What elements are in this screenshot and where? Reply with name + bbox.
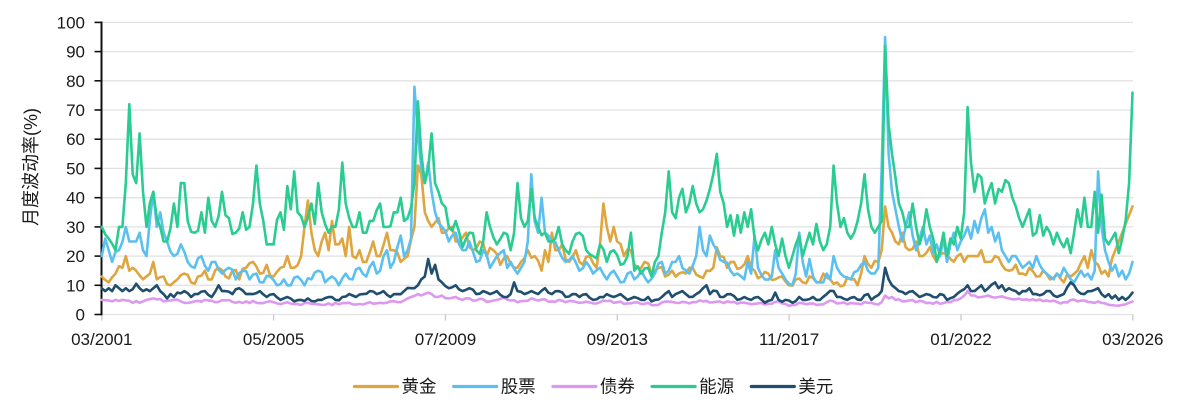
svg-text:0: 0 — [76, 306, 85, 325]
svg-text:03/2026: 03/2026 — [1102, 330, 1163, 349]
svg-text:60: 60 — [66, 130, 85, 149]
svg-text:10: 10 — [66, 276, 85, 295]
svg-text:20: 20 — [66, 247, 85, 266]
svg-text:100: 100 — [57, 13, 85, 32]
svg-text:03/2001: 03/2001 — [71, 330, 132, 349]
svg-text:美元: 美元 — [798, 377, 833, 397]
svg-text:30: 30 — [66, 218, 85, 237]
svg-text:黄金: 黄金 — [402, 377, 437, 397]
svg-text:11/2017: 11/2017 — [759, 330, 819, 349]
svg-text:05/2005: 05/2005 — [243, 330, 304, 349]
svg-text:01/2022: 01/2022 — [930, 330, 991, 349]
svg-text:40: 40 — [66, 189, 85, 208]
svg-text:09/2013: 09/2013 — [587, 330, 648, 349]
svg-text:债券: 债券 — [600, 377, 635, 397]
svg-text:70: 70 — [66, 101, 85, 120]
svg-text:股票: 股票 — [501, 377, 536, 397]
svg-text:50: 50 — [66, 159, 85, 178]
svg-text:能源: 能源 — [699, 377, 734, 397]
svg-text:90: 90 — [66, 43, 85, 62]
svg-text:80: 80 — [66, 72, 85, 91]
svg-text:07/2009: 07/2009 — [415, 330, 476, 349]
svg-text:月度波动率(%): 月度波动率(%) — [21, 108, 41, 226]
